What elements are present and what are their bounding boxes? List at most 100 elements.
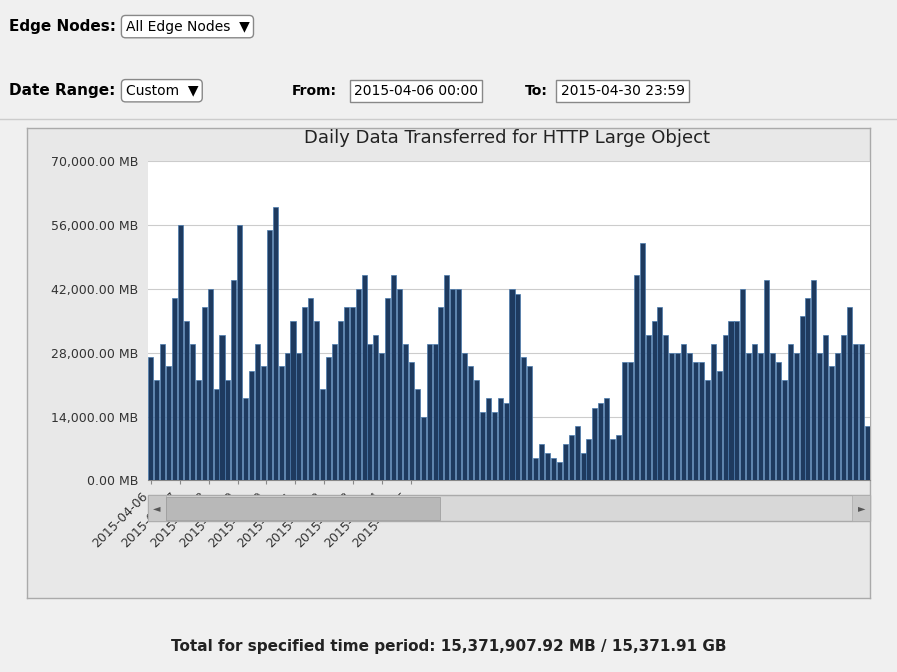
Bar [516, 294, 520, 480]
Bar [207, 289, 213, 480]
Bar [539, 444, 544, 480]
Bar [403, 343, 408, 480]
Bar [462, 353, 467, 480]
Bar [154, 380, 160, 480]
Bar [320, 389, 325, 480]
Bar [284, 353, 290, 480]
Bar [468, 366, 473, 480]
Bar [492, 412, 497, 480]
Bar [166, 366, 171, 480]
Bar [858, 343, 864, 480]
Bar [669, 353, 675, 480]
Bar [527, 366, 532, 480]
Bar [812, 280, 816, 480]
Bar [628, 362, 633, 480]
Bar [580, 453, 586, 480]
Bar [758, 353, 763, 480]
Bar [521, 358, 527, 480]
Bar [651, 321, 657, 480]
Text: ►: ► [858, 503, 866, 513]
Bar [658, 307, 663, 480]
Bar [498, 398, 502, 480]
Bar [587, 439, 591, 480]
FancyBboxPatch shape [166, 497, 440, 519]
Bar [213, 389, 219, 480]
Bar [332, 343, 337, 480]
Bar [361, 276, 367, 480]
Bar [184, 321, 189, 480]
Bar [486, 398, 491, 480]
Bar [764, 280, 769, 480]
Bar [675, 353, 680, 480]
Bar [379, 353, 384, 480]
Bar [474, 380, 479, 480]
Bar [693, 362, 698, 480]
Bar [444, 276, 449, 480]
Bar [847, 307, 852, 480]
Bar [178, 225, 183, 480]
Bar [291, 321, 295, 480]
Bar [705, 380, 710, 480]
Bar [776, 362, 781, 480]
Bar [190, 343, 195, 480]
Bar [841, 335, 846, 480]
Bar [728, 321, 734, 480]
Bar [350, 307, 354, 480]
Bar [261, 366, 266, 480]
Bar [450, 289, 456, 480]
Text: Daily Data Transferred for HTTP Large Object: Daily Data Transferred for HTTP Large Ob… [304, 129, 710, 146]
Bar [616, 435, 621, 480]
Bar [202, 307, 206, 480]
Bar [385, 298, 390, 480]
Bar [427, 343, 431, 480]
Bar [557, 462, 562, 480]
Bar [829, 366, 834, 480]
Bar [302, 307, 308, 480]
Bar [172, 298, 177, 480]
Bar [161, 343, 165, 480]
Bar [326, 358, 331, 480]
Bar [687, 353, 692, 480]
Bar [598, 403, 604, 480]
Text: To:: To: [525, 84, 548, 97]
Text: From:: From: [292, 84, 336, 97]
Bar [823, 335, 828, 480]
Bar [562, 444, 568, 480]
Bar [231, 280, 236, 480]
Bar [569, 435, 574, 480]
Bar [368, 343, 372, 480]
Bar [432, 343, 438, 480]
Text: 2015-04-30 23:59: 2015-04-30 23:59 [561, 84, 684, 97]
Bar [266, 230, 272, 480]
Bar [355, 289, 361, 480]
Bar [664, 335, 668, 480]
Text: Custom  ▼: Custom ▼ [126, 84, 198, 97]
Text: Date Range:: Date Range: [9, 83, 116, 98]
Bar [196, 380, 201, 480]
Text: Edge Nodes:: Edge Nodes: [9, 19, 116, 34]
Text: All Edge Nodes  ▼: All Edge Nodes ▼ [126, 19, 249, 34]
Bar [509, 289, 515, 480]
Bar [592, 407, 597, 480]
Bar [782, 380, 787, 480]
Bar [225, 380, 231, 480]
Bar [605, 398, 609, 480]
Bar [788, 343, 793, 480]
Bar [640, 243, 645, 480]
Bar [533, 458, 538, 480]
Bar [457, 289, 461, 480]
Bar [391, 276, 396, 480]
Bar [421, 417, 426, 480]
Bar [853, 343, 858, 480]
Bar [314, 321, 319, 480]
Bar [309, 298, 313, 480]
Text: Total for specified time period: 15,371,907.92 MB / 15,371.91 GB: Total for specified time period: 15,371,… [170, 639, 727, 654]
Bar [575, 426, 579, 480]
Bar [503, 403, 509, 480]
FancyBboxPatch shape [852, 495, 870, 521]
Bar [753, 343, 757, 480]
Bar [799, 317, 805, 480]
Text: ◄: ◄ [152, 503, 161, 513]
Bar [296, 353, 301, 480]
Bar [551, 458, 556, 480]
